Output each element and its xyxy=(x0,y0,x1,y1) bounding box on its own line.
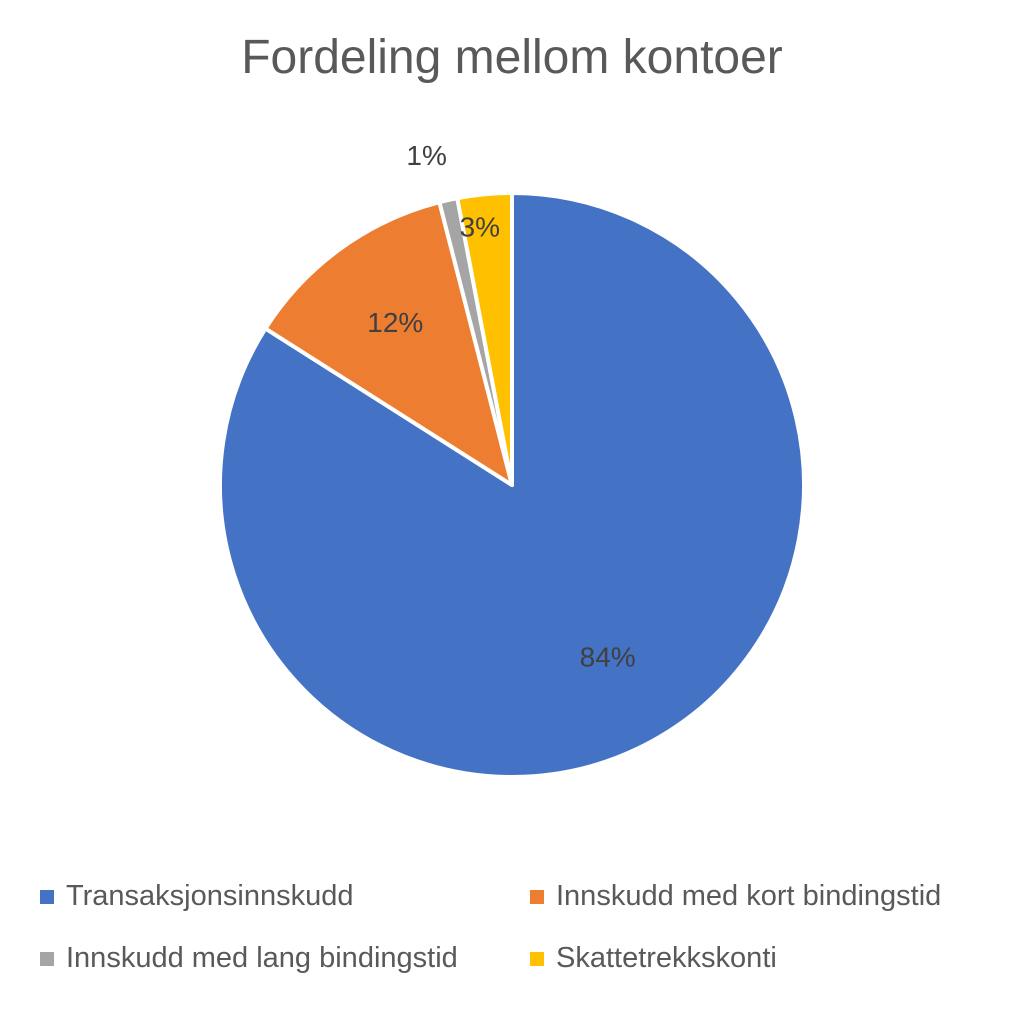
legend-swatch xyxy=(530,951,544,966)
legend-label: Innskudd med kort bindingstid xyxy=(556,880,942,912)
data-label-innskudd-med-kort-bindingstid: 12% xyxy=(367,307,423,338)
pie-slices xyxy=(218,191,806,779)
legend-item-innskudd-med-lang-bindingstid: Innskudd med lang bindingstid xyxy=(40,942,458,975)
legend-item-transaksjonsinnskudd: Transaksjonsinnskudd xyxy=(40,880,353,913)
legend-item-innskudd-med-kort-bindingstid: Innskudd med kort bindingstid xyxy=(530,880,941,913)
data-label-innskudd-med-lang-bindingstid: 1% xyxy=(406,140,446,171)
legend-item-skattetrekkskonti: Skattetrekkskonti xyxy=(530,942,777,975)
pie-slice-skattetrekkskonti xyxy=(455,191,514,487)
legend-swatch xyxy=(40,951,54,966)
pie-data-labels: 84% 12% 1% 3% xyxy=(367,140,635,672)
legend-label: Transaksjonsinnskudd xyxy=(66,880,354,912)
data-label-skattetrekkskonti: 3% xyxy=(460,212,500,243)
legend-label: Skattetrekkskonti xyxy=(556,942,777,974)
legend-swatch xyxy=(40,889,54,904)
data-label-transaksjonsinnskudd: 84% xyxy=(580,641,636,672)
legend-label: Innskudd med lang bindingstid xyxy=(66,942,458,974)
pie-slice-innskudd-med-kort-bindingstid xyxy=(263,200,514,487)
legend-swatch xyxy=(530,889,544,904)
chart-title: Fordeling mellom kontoer xyxy=(241,31,783,84)
